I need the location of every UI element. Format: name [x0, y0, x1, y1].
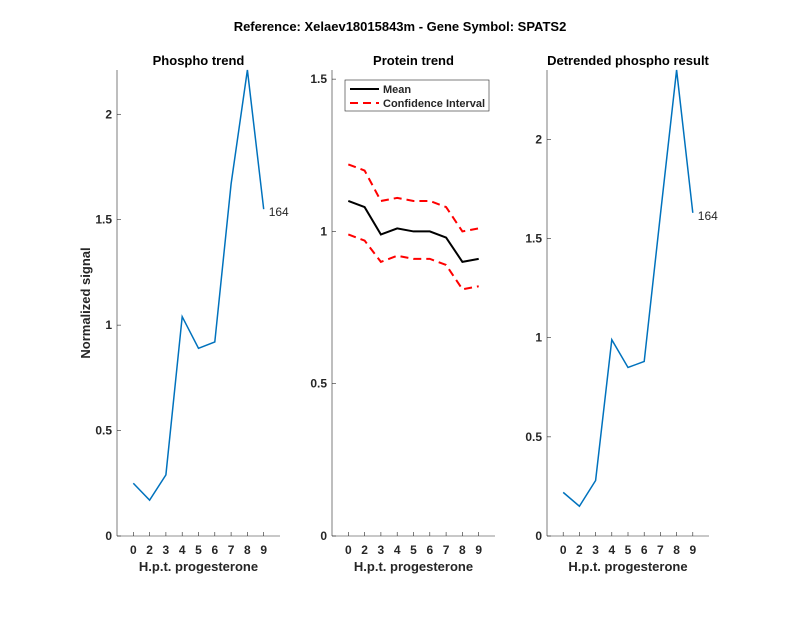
y-tick-label: 0.5	[95, 424, 112, 438]
x-tick-label: 0	[560, 543, 567, 557]
x-tick-label: 3	[163, 543, 170, 557]
x-tick-label: 0	[345, 543, 352, 557]
x-tick-label: 0	[130, 543, 137, 557]
x-axis-label: H.p.t. progesterone	[139, 559, 258, 574]
legend-label-mean: Mean	[383, 84, 411, 96]
panel-title: Protein trend	[373, 53, 454, 68]
y-tick-label: 2	[105, 107, 112, 121]
legend-label-ci: Confidence Interval	[383, 98, 485, 110]
y-tick-label: 1.5	[310, 72, 327, 86]
x-tick-label: 6	[211, 543, 218, 557]
y-tick-label: 0	[105, 529, 112, 543]
x-tick-label: 3	[592, 543, 599, 557]
x-tick-label: 8	[244, 543, 251, 557]
x-tick-label: 5	[625, 543, 632, 557]
end-label: 164	[269, 205, 289, 219]
x-tick-label: 5	[195, 543, 202, 557]
x-tick-label: 7	[228, 543, 235, 557]
x-tick-label: 4	[394, 543, 401, 557]
y-tick-label: 1.5	[95, 213, 112, 227]
y-tick-label: 1	[535, 331, 542, 345]
series-line-mean	[347, 200, 479, 263]
x-tick-label: 9	[260, 543, 267, 557]
x-tick-label: 2	[146, 543, 153, 557]
y-tick-label: 0	[535, 529, 542, 543]
y-tick-label: 2	[535, 132, 542, 146]
y-tick-label: 0.5	[310, 377, 327, 391]
y-tick-label: 1.5	[525, 232, 542, 246]
y-tick-label: 0.5	[525, 430, 542, 444]
x-tick-label: 8	[673, 543, 680, 557]
y-tick-label: 1	[320, 224, 327, 238]
x-axis-label: H.p.t. progesterone	[354, 559, 473, 574]
panel-title: Detrended phospho result	[547, 53, 709, 68]
x-tick-label: 3	[378, 543, 385, 557]
x-tick-label: 9	[689, 543, 696, 557]
y-tick-label: 1	[105, 318, 112, 332]
y-tick-label: 0	[320, 529, 327, 543]
x-tick-label: 4	[608, 543, 615, 557]
series-line-series-0	[132, 69, 265, 502]
x-tick-label: 5	[410, 543, 417, 557]
x-tick-label: 4	[179, 543, 186, 557]
y-axis-label: Normalized signal	[78, 247, 93, 358]
x-tick-label: 7	[443, 543, 450, 557]
x-tick-label: 6	[641, 543, 648, 557]
figure-title: Reference: Xelaev18015843m - Gene Symbol…	[234, 19, 567, 34]
panel-title: Phospho trend	[153, 53, 245, 68]
x-tick-label: 9	[475, 543, 482, 557]
x-tick-label: 7	[657, 543, 664, 557]
legend-box	[344, 79, 490, 112]
x-tick-label: 8	[459, 543, 466, 557]
series-line-series-2	[347, 233, 479, 291]
series-line-confidence-interval	[347, 163, 479, 233]
end-label: 164	[698, 209, 718, 223]
x-tick-label: 2	[576, 543, 583, 557]
series-line-series-0	[562, 69, 694, 508]
x-tick-label: 2	[361, 543, 368, 557]
x-axis-label: H.p.t. progesterone	[568, 559, 687, 574]
legend: Mean Confidence Interval	[344, 79, 490, 112]
x-tick-label: 6	[426, 543, 433, 557]
